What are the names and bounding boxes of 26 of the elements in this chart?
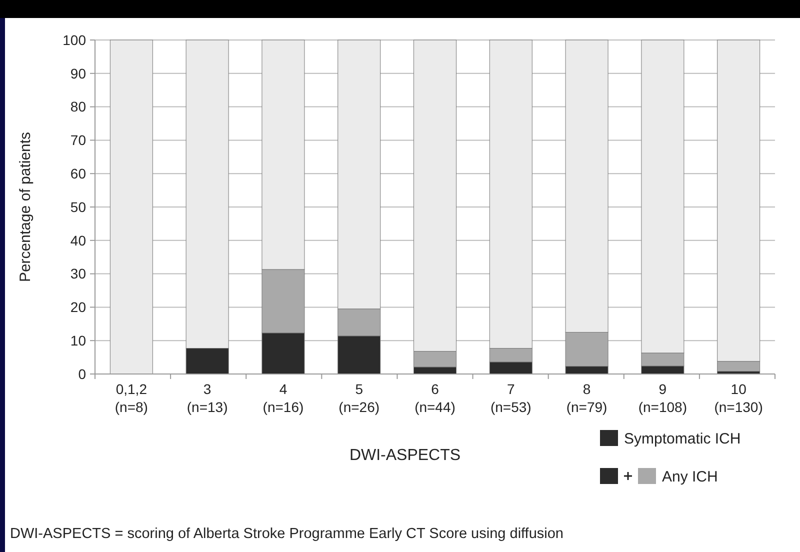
y-axis-title: Percentage of patients bbox=[17, 132, 34, 282]
y-tick-label: 50 bbox=[70, 198, 86, 215]
y-tick-label: 60 bbox=[70, 166, 86, 182]
x-tick-label: 7 (n=53) bbox=[490, 381, 532, 415]
y-tick-label: 70 bbox=[70, 132, 86, 148]
y-tick-label: 80 bbox=[70, 98, 86, 115]
y-tick-label: 0 bbox=[78, 366, 86, 382]
x-tick-label: 8 (n=79) bbox=[566, 381, 608, 415]
y-tick-label: 90 bbox=[70, 65, 86, 82]
x-tick-label: 9 (n=108) bbox=[638, 381, 688, 415]
x-tick-label: 5 (n=26) bbox=[338, 381, 380, 415]
x-tick-label: 4 (n=16) bbox=[262, 381, 304, 415]
x-tick-label: 6 (n=44) bbox=[414, 381, 456, 415]
x-tick-label: 3 (n=13) bbox=[186, 381, 228, 415]
y-tick-label: 30 bbox=[70, 266, 86, 282]
y-tick-label: 20 bbox=[70, 299, 86, 316]
x-axis-title: DWI-ASPECTS bbox=[349, 447, 461, 464]
legend-label: Symptomatic ICH bbox=[624, 430, 741, 448]
y-tick-label: 10 bbox=[70, 332, 86, 348]
x-tick-label: 10 (n=130) bbox=[714, 381, 763, 415]
y-tick-label: 100 bbox=[62, 32, 86, 48]
x-tick-label: 0,1,2 (n=8) bbox=[114, 381, 148, 415]
legend-label: Any ICH bbox=[662, 468, 718, 486]
y-tick-label: 40 bbox=[70, 232, 86, 248]
bar bbox=[110, 40, 153, 374]
text: DWI-ASPECTS = scoring of Alberta Stroke Programme Early CT Score using diffusion bbox=[10, 526, 564, 542]
